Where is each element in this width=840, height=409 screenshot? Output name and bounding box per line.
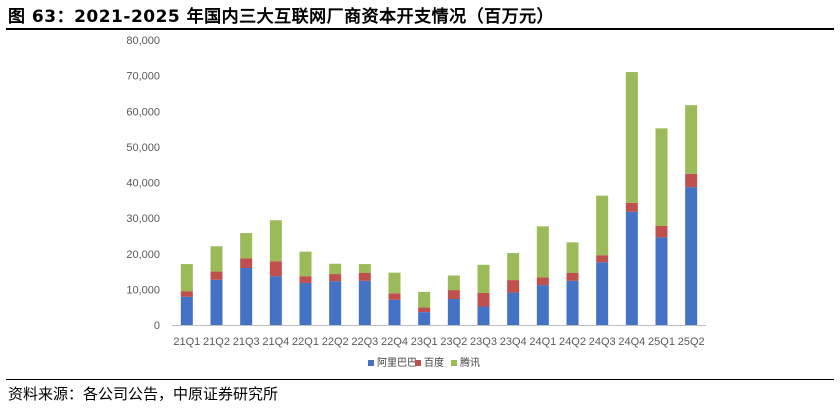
bar-segment (329, 274, 342, 282)
bar-segment (269, 261, 282, 277)
x-tick-label: 24Q1 (529, 336, 556, 348)
bar-segment (447, 298, 460, 325)
x-tick-label: 21Q3 (233, 336, 260, 348)
bar-segment (329, 263, 342, 275)
bar-segment (685, 187, 698, 325)
x-tick-label: 21Q2 (203, 336, 230, 348)
bar-segment (358, 280, 371, 325)
y-tick-label: 60,000 (126, 106, 160, 118)
bar-segment (299, 251, 312, 277)
bar-segment (180, 291, 193, 297)
y-axis: 0 10,000 20,000 30,000 40,000 50,000 60,000 70,… (126, 35, 160, 332)
bar-segment (625, 72, 638, 203)
x-tick-label: 23Q2 (440, 336, 467, 348)
y-tick-label: 70,000 (126, 71, 160, 83)
bar-segment (507, 253, 520, 281)
title-divider (6, 28, 834, 30)
bar-segment (329, 281, 342, 325)
bar-segment (269, 220, 282, 262)
x-tick-label: 23Q4 (500, 336, 527, 348)
bar-segment (418, 312, 431, 325)
x-tick-label: 25Q2 (678, 336, 705, 348)
legend-label: 腾讯 (460, 356, 480, 369)
stacked-bar-chart: 0 10,000 20,000 30,000 40,000 50,000 60,000 70,… (126, 35, 706, 369)
bar-segment (180, 296, 193, 325)
y-tick-label: 10,000 (126, 284, 160, 296)
bar-segment (388, 293, 401, 300)
bar-segment (477, 264, 490, 293)
bar-segment (180, 264, 193, 292)
y-tick-label: 20,000 (126, 249, 160, 261)
bar-segment (358, 264, 371, 273)
bar-segment (240, 258, 253, 268)
bar-segment (210, 271, 223, 280)
legend-label: 百度 (424, 356, 444, 369)
bar-segment (388, 299, 401, 325)
bar-segment (299, 282, 312, 325)
x-tick-label: 24Q3 (589, 336, 616, 348)
bar-segment (625, 211, 638, 325)
bar-segment (507, 292, 520, 325)
bar-segment (240, 233, 253, 259)
bar-segment (299, 276, 312, 283)
bar-segment (240, 268, 253, 325)
bar-segment (655, 237, 668, 325)
y-tick-label: 40,000 (126, 178, 160, 190)
bar-segment (596, 262, 609, 325)
bar-segment (477, 306, 490, 325)
figure-title: 图 63：2021-2025 年国内三大互联网厂商资本开支情况（百万元） (8, 7, 555, 27)
x-tick-label: 21Q1 (173, 336, 200, 348)
bar-segment (685, 105, 698, 174)
y-tick-label: 50,000 (126, 142, 160, 154)
bar-segment (536, 285, 549, 325)
x-tick-label: 24Q2 (559, 336, 586, 348)
footer-divider (6, 379, 834, 380)
bar-segment (507, 280, 520, 293)
bar-segment (625, 202, 638, 212)
x-axis: 21Q1 21Q2 21Q3 21Q4 22Q1 22Q2 22Q3 22Q4 23Q1 23Q2… (173, 336, 704, 348)
x-tick-label: 24Q4 (618, 336, 645, 348)
bar-segment (655, 225, 668, 238)
legend-swatch (451, 360, 457, 366)
bar-segment (447, 275, 460, 291)
y-tick-label: 80,000 (126, 35, 160, 47)
legend-swatch (368, 360, 374, 366)
bar-segment (566, 242, 579, 273)
legend-swatch (415, 360, 421, 366)
bars (180, 72, 698, 325)
legend-label: 阿里巴巴 (377, 357, 417, 369)
bar-segment (477, 292, 490, 307)
bar-segment (418, 307, 431, 313)
x-tick-label: 21Q4 (262, 336, 289, 348)
bar-segment (566, 272, 579, 281)
bar-segment (447, 290, 460, 299)
bar-segment (388, 272, 401, 294)
x-tick-label: 22Q1 (292, 336, 319, 348)
x-tick-label: 23Q1 (411, 336, 438, 348)
bar-segment (418, 291, 431, 308)
bar-segment (655, 128, 668, 226)
bar-segment (596, 195, 609, 256)
y-tick-label: 0 (154, 320, 160, 332)
x-tick-label: 22Q4 (381, 336, 408, 348)
bar-segment (596, 255, 609, 263)
bar-segment (685, 173, 698, 188)
bar-segment (536, 277, 549, 286)
x-tick-label: 25Q1 (648, 336, 675, 348)
x-tick-label: 22Q3 (351, 336, 378, 348)
x-tick-label: 23Q3 (470, 336, 497, 348)
y-tick-label: 30,000 (126, 213, 160, 225)
bar-segment (566, 280, 579, 325)
bar-segment (269, 276, 282, 325)
x-tick-label: 22Q2 (322, 336, 349, 348)
bar-segment (210, 279, 223, 325)
bar-segment (536, 226, 549, 278)
bar-segment (210, 246, 223, 272)
bar-segment (358, 272, 371, 281)
source-note: 资料来源：各公司公告，中原证券研究所 (8, 385, 279, 403)
legend: 阿里巴巴 百度 腾讯 (368, 356, 480, 369)
